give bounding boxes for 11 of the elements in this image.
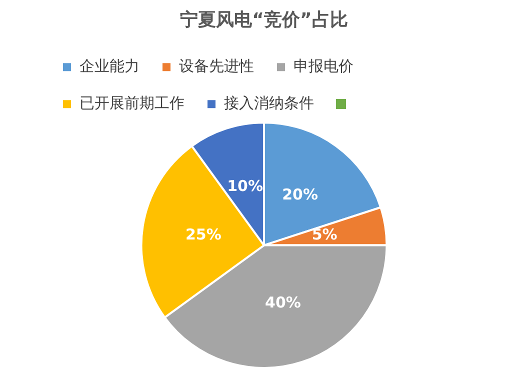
legend-label: 申报电价	[294, 56, 354, 75]
data-label: 20%	[282, 186, 318, 204]
data-label: 5%	[312, 226, 338, 244]
legend-label: 已开展前期工作	[80, 94, 184, 112]
legend-label: 设备先进性	[179, 56, 254, 75]
chart-title: 宁夏风电“竞价”占比	[180, 9, 348, 30]
data-label: 25%	[185, 226, 222, 244]
data-label: 40%	[265, 294, 301, 312]
legend-label: 接入消纳条件	[224, 94, 314, 112]
legend-label: 企业能力	[80, 56, 140, 75]
data-label: 10%	[227, 176, 263, 195]
